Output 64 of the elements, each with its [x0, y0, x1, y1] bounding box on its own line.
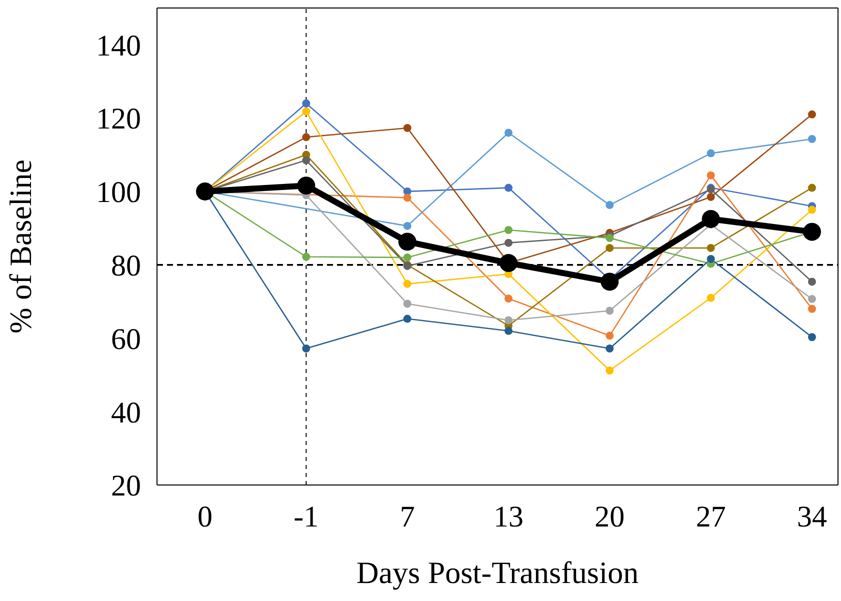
point — [297, 176, 316, 195]
point — [504, 128, 512, 137]
point — [808, 304, 816, 313]
point — [302, 156, 310, 164]
y-tick-label: 60 — [111, 322, 141, 356]
point — [706, 244, 715, 252]
point — [606, 234, 614, 242]
point — [706, 149, 715, 158]
point — [808, 294, 816, 303]
point — [706, 254, 715, 263]
point — [403, 222, 412, 230]
y-tick-label: 80 — [111, 249, 141, 282]
point — [504, 238, 512, 247]
point — [403, 314, 412, 323]
point — [403, 124, 412, 132]
point — [504, 226, 512, 234]
y-axis-title: % of Baseline — [3, 160, 38, 334]
point — [403, 280, 412, 288]
point — [302, 252, 310, 261]
point — [398, 232, 416, 251]
point — [403, 254, 412, 262]
y-tick-label: 100 — [96, 176, 141, 210]
y-tick-label: 120 — [96, 102, 141, 136]
point — [403, 194, 412, 202]
point — [504, 326, 512, 335]
point — [196, 182, 214, 200]
point — [504, 316, 512, 324]
point — [803, 222, 821, 241]
x-axis-title: Days Post-Transfusion — [356, 555, 640, 590]
point — [606, 366, 614, 375]
point — [808, 206, 816, 214]
point — [706, 171, 715, 180]
point — [302, 344, 310, 353]
point — [606, 201, 614, 210]
point — [702, 210, 720, 228]
point — [403, 300, 412, 308]
x-tick-label: 13 — [494, 500, 524, 534]
point — [808, 110, 816, 118]
point — [302, 133, 310, 142]
point — [706, 192, 715, 201]
x-tick-label: 27 — [696, 500, 726, 534]
point — [808, 278, 816, 286]
x-tick-label: 34 — [797, 500, 827, 534]
point — [504, 294, 512, 303]
x-tick-label: 0 — [198, 500, 212, 534]
point — [500, 254, 518, 272]
x-tick-label: 20 — [594, 500, 625, 534]
point — [504, 184, 512, 192]
point — [600, 272, 619, 291]
point — [606, 332, 614, 340]
point — [706, 294, 715, 302]
y-tick-label: 20 — [111, 470, 141, 503]
y-tick-label: 140 — [96, 29, 141, 62]
y-tick-label: 40 — [111, 396, 141, 430]
point — [808, 333, 816, 342]
x-tick-label: -1 — [294, 500, 319, 534]
point — [606, 306, 614, 315]
point — [808, 134, 816, 143]
x-tick-label: 7 — [400, 500, 415, 534]
point — [606, 244, 614, 252]
point — [606, 344, 614, 353]
point — [302, 107, 310, 116]
point — [808, 184, 816, 192]
point — [302, 99, 310, 108]
